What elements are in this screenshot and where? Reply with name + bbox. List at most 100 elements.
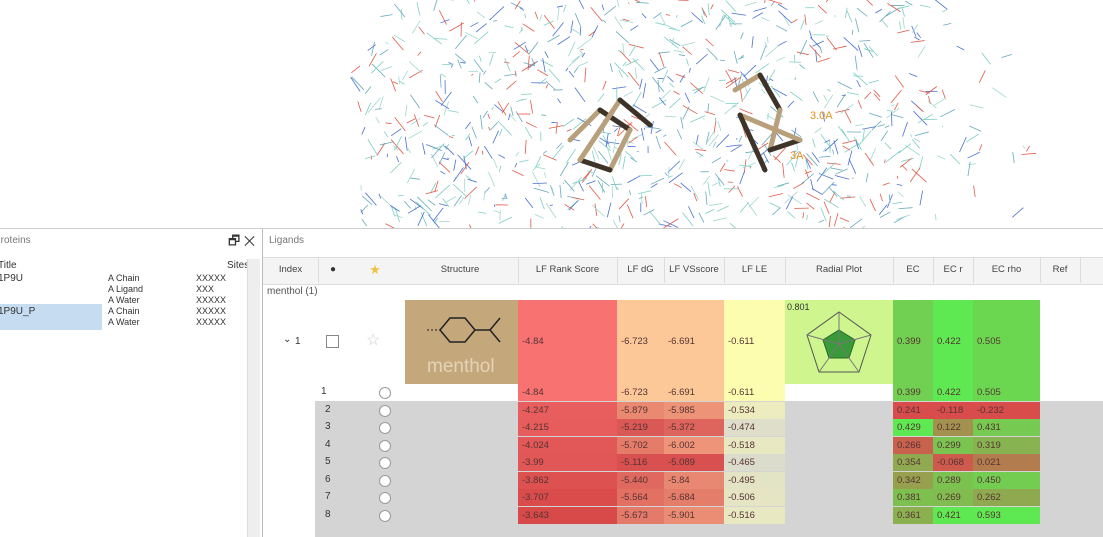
column-header[interactable]: EC r [933,257,974,283]
bond [737,186,743,197]
bond [521,62,536,72]
bond [764,0,766,4]
radio[interactable] [379,509,391,522]
bond [393,34,405,42]
bond [978,70,986,83]
bond [475,146,480,156]
radio[interactable] [379,492,391,504]
column-header[interactable]: Structure [402,257,519,283]
bond [398,76,401,85]
bond [484,187,490,194]
bond [482,110,488,119]
bond [548,125,564,129]
bond [622,155,626,170]
bond [445,145,455,156]
row-index: 6 [325,473,331,485]
favorite[interactable]: ☆ [366,332,381,349]
bond [425,190,438,195]
column-header[interactable]: EC rho [973,257,1041,283]
bond [532,182,547,185]
bond [649,211,662,226]
bond [879,193,883,202]
bond [885,7,900,17]
bond [701,15,706,25]
radio[interactable] [379,474,391,487]
bond [712,217,728,222]
bond [680,41,695,47]
bond [598,150,609,164]
bond [379,141,394,146]
scrollbar[interactable] [247,259,260,537]
column-header[interactable]: Index [263,257,319,283]
bond [706,47,718,60]
bond [643,209,655,216]
column-header[interactable]: Title [0,260,17,271]
bond [650,183,658,189]
bond [483,145,493,159]
bond [417,51,422,56]
bond [465,121,472,130]
chain[interactable]: A Water [108,295,140,305]
ligands-panel: Ligands Index Structure LF Rank Score LF dG… [263,229,1103,537]
dock-buttons[interactable]: 🗗 ✕ [228,233,256,248]
bond [484,82,493,90]
bond [464,31,478,40]
column-header[interactable]: EC [893,257,934,283]
column-header[interactable]: Ref [1040,257,1081,283]
chain[interactable]: A Water [108,317,140,327]
radio[interactable] [379,404,391,417]
ligand-bond [757,72,783,113]
radio[interactable] [379,439,391,452]
bond [464,186,478,199]
checkbox[interactable] [326,335,339,348]
bond [561,226,564,228]
bond [881,20,889,28]
bond [573,139,581,142]
column-header[interactable]: LF LE [724,257,786,283]
protein-name[interactable]: 1P9U_P [0,306,36,317]
bond [777,182,790,187]
bond [842,145,851,151]
column-header[interactable]: LF VSscore [664,257,725,283]
bond [392,145,399,151]
chain[interactable]: A Ligand [108,284,144,294]
cell: -0.516 [724,506,785,524]
bond [816,167,828,182]
column-header[interactable]: ★ [369,262,381,277]
bond [499,210,501,221]
column-header[interactable]: LF dG [617,257,665,283]
bond [613,127,619,132]
bond [821,162,836,176]
chain[interactable]: A Chain [108,306,140,316]
bond [453,159,457,171]
radio[interactable] [379,387,391,399]
bond [468,136,473,147]
chain[interactable]: A Chain [108,273,140,283]
cell: -5.116 [617,454,664,471]
bond [483,191,486,201]
bond [543,154,557,161]
3d-viewer[interactable]: 3.0A 3A [0,0,1103,229]
structure-image: menthol [405,300,518,384]
column-header[interactable]: Sites [227,260,250,271]
expander[interactable]: ⌄ [283,334,292,345]
bond [490,122,499,131]
group-row[interactable]: menthol (1) [267,286,318,297]
column-header[interactable]: ● [329,264,337,275]
bond [603,5,617,16]
bond [433,0,438,12]
cell: -4.84 [518,384,617,401]
column-header[interactable]: Radial Plot [785,257,894,283]
bond [812,91,819,103]
bond [727,69,740,74]
bond [514,0,521,10]
bond [427,199,436,206]
protein-name[interactable]: 1P9U [0,273,24,284]
bond [743,159,747,174]
column-header[interactable]: LF Rank Score [518,257,618,283]
bond [806,202,815,210]
radio[interactable] [379,457,391,469]
bond [933,98,946,106]
bond [462,150,474,160]
radio[interactable] [379,422,391,434]
